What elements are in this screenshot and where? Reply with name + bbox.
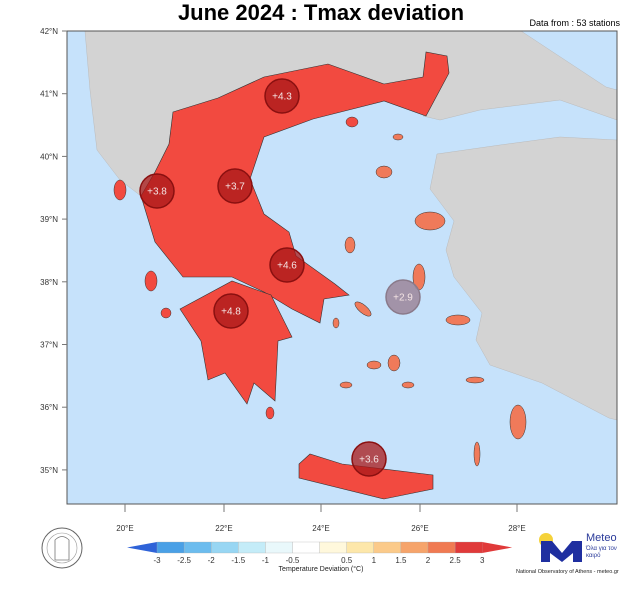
colorbar-tick-label: -1.5	[231, 556, 245, 565]
meteo-name: Meteo	[586, 532, 617, 544]
colorbar-tick-label: -0.5	[286, 556, 300, 565]
longitude-axis: 20°E 22°E 24°E 26°E 28°E	[116, 504, 526, 533]
station-value-label: +3.8	[147, 187, 167, 198]
colorbar-tick-label: -3	[153, 556, 161, 565]
lat-tick-label: 41°N	[40, 90, 58, 99]
lat-tick-label: 39°N	[40, 215, 58, 224]
colorbar-bin	[373, 541, 402, 554]
colorbar-min-extend	[127, 542, 157, 553]
colorbar-max-extend	[482, 542, 513, 553]
islands	[113, 116, 527, 467]
lat-tick-label: 40°N	[40, 152, 58, 161]
neighbor-land-anatolia	[429, 136, 617, 421]
colorbar-bin	[211, 541, 239, 554]
map-title: June 2024 : Tmax deviation	[177, 0, 465, 25]
lon-tick-label: 22°E	[215, 524, 232, 533]
colorbar-title: Temperature Deviation (°C)	[278, 566, 364, 573]
colorbar-tick-label: 0.5	[341, 556, 353, 565]
colorbar-bin	[346, 541, 374, 554]
colorbar-tick-label: -2	[208, 556, 216, 565]
station-markers: +4.3 +3.8 +3.7 +4.6 +4.8 +2.9 +3.6	[139, 78, 421, 477]
colorbar-bin	[319, 541, 347, 554]
colorbar-bin	[156, 541, 185, 554]
station-marker	[213, 293, 249, 329]
lat-tick-label: 36°N	[40, 403, 58, 412]
station-value-label: +4.6	[277, 261, 297, 272]
station-value-label: +4.3	[272, 92, 292, 103]
crete	[298, 453, 434, 500]
station-marker	[351, 441, 387, 477]
lat-tick-label: 38°N	[40, 278, 58, 287]
station-value-label: +3.7	[225, 182, 245, 193]
lat-tick-label: 35°N	[40, 466, 58, 475]
noa-seal-logo	[41, 527, 83, 569]
peloponnese	[179, 280, 293, 405]
colorbar-tick-label: 2.5	[450, 556, 462, 565]
colorbar-bin	[183, 541, 212, 554]
lat-tick-label: 37°N	[40, 341, 58, 350]
colorbar: -3 -2.5 -2 -1.5 -1 -0.5 0.5 1 1.5 2 2.5 3	[127, 541, 513, 565]
station-marker	[217, 168, 253, 204]
colorbar-tick-label: 3	[480, 556, 485, 565]
colorbar-bin	[454, 541, 483, 554]
station-value-label: +2.9	[393, 293, 413, 304]
colorbar-tick-label: 1.5	[395, 556, 407, 565]
colorbar-bin	[265, 541, 293, 554]
colorbar-tick-label: -1	[262, 556, 270, 565]
station-marker	[385, 279, 421, 315]
institution-credit: National Observatory of Athens - meteo.g…	[516, 569, 619, 575]
latitude-axis: 42°N 41°N 40°N 39°N 38°N 37°N 36°N 35°N	[40, 27, 67, 475]
lon-tick-label: 24°E	[312, 524, 329, 533]
station-value-label: +3.6	[359, 455, 379, 466]
station-marker	[264, 78, 300, 114]
meteo-tagline: Όλα για τον καιρό	[586, 546, 617, 559]
station-marker	[269, 247, 305, 283]
colorbar-tick-label: -2.5	[177, 556, 191, 565]
colorbar-bin	[238, 541, 266, 554]
colorbar-tick-label: 2	[426, 556, 431, 565]
station-marker	[139, 173, 175, 209]
lon-tick-label: 26°E	[411, 524, 428, 533]
lon-tick-label: 28°E	[508, 524, 525, 533]
stations-note: Data from : 53 stations	[529, 18, 620, 28]
station-value-label: +4.8	[221, 307, 241, 318]
colorbar-bin	[400, 541, 429, 554]
greece-mainland	[140, 51, 450, 324]
colorbar-bin	[427, 541, 456, 554]
map-frame	[66, 30, 618, 505]
lat-tick-label: 42°N	[40, 27, 58, 36]
colorbar-tick-label: 1	[372, 556, 377, 565]
colorbar-bin	[292, 541, 320, 554]
lon-tick-label: 20°E	[116, 524, 133, 533]
meteo-logo	[539, 533, 582, 562]
